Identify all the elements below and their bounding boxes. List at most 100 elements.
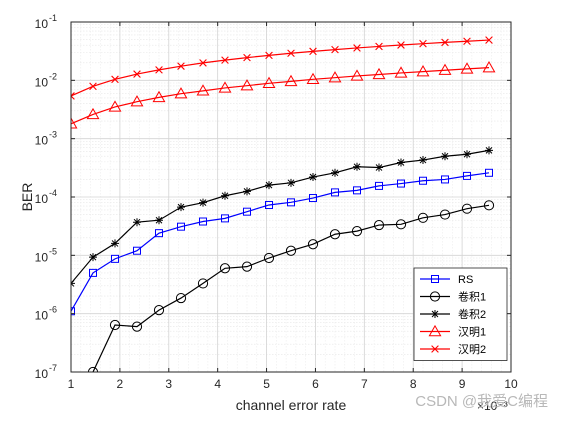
data-point (485, 146, 493, 155)
data-point (441, 175, 449, 184)
data-point (89, 268, 97, 277)
x-tick-label: 6 (312, 377, 319, 391)
data-point (373, 219, 385, 231)
y-tick-label: 10 -5 (35, 246, 57, 264)
data-point (483, 200, 495, 211)
data-point (262, 76, 276, 88)
y-tick-base: 10 (35, 134, 49, 148)
data-point (375, 163, 383, 172)
x-tick-label: 10 (504, 377, 518, 391)
data-point (66, 403, 75, 412)
data-point (463, 171, 471, 180)
legend-label: 汉明2 (458, 343, 486, 356)
y-tick-exponent: -6 (49, 305, 57, 315)
data-point (263, 252, 275, 264)
series-2 (66, 200, 495, 412)
data-point (309, 194, 317, 203)
x-tick-labels: 1 2 3 4 5 6 7 8 9 10 (68, 377, 518, 391)
data-point (284, 74, 298, 87)
x-tick-label: 9 (459, 377, 466, 391)
x-tick-label: 7 (361, 377, 368, 391)
legend-label: 汉明1 (458, 326, 486, 339)
y-tick-base: 10 (35, 367, 49, 381)
data-point (441, 152, 449, 161)
data-point (71, 307, 75, 316)
data-point (417, 212, 429, 223)
data-point (306, 72, 320, 85)
legend-label: RS (458, 274, 473, 286)
data-point (111, 239, 119, 248)
data-point (152, 90, 166, 103)
x-tick-label: 2 (117, 377, 124, 391)
data-point (419, 176, 427, 185)
data-point (219, 263, 231, 274)
data-point (485, 168, 493, 177)
y-tick-label: 10 -3 (35, 130, 57, 148)
data-point (71, 92, 75, 100)
x-axis-exponent-label: ×10⁻³ (477, 399, 508, 413)
data-point (419, 156, 427, 165)
legend-item: 卷积1 (420, 290, 486, 304)
y-tick-exponent: -1 (49, 13, 57, 23)
y-tick-label: 10 -1 (35, 13, 57, 31)
data-point (375, 181, 383, 190)
data-point (197, 278, 209, 289)
data-point (133, 218, 141, 227)
data-point (196, 84, 210, 96)
data-point (328, 71, 342, 83)
y-tick-label: 10 -4 (35, 188, 57, 206)
y-tick-base: 10 (35, 250, 49, 264)
legend-label: 卷积2 (458, 307, 486, 321)
data-point (243, 187, 251, 196)
data-point (221, 214, 229, 223)
data-point (397, 179, 405, 188)
data-point (438, 63, 452, 75)
data-point (463, 150, 471, 159)
data-point (153, 305, 165, 316)
data-point (243, 207, 251, 216)
data-point (419, 39, 427, 48)
legend-marker (428, 324, 442, 337)
data-point (353, 162, 361, 171)
data-point (331, 188, 339, 197)
data-point (309, 47, 317, 56)
legend-marker (429, 291, 441, 302)
data-point (353, 44, 361, 52)
data-point (463, 37, 471, 46)
legend-marker (431, 345, 439, 353)
series-3 (71, 146, 493, 288)
legend-marker (431, 310, 439, 318)
data-point (131, 321, 143, 332)
data-point (177, 203, 185, 212)
tick-marks (70, 21, 512, 373)
x-tick-label: 5 (263, 377, 270, 391)
legend-label: 卷积1 (458, 290, 486, 304)
data-point (439, 209, 451, 220)
data-point (394, 66, 408, 78)
x-tick-label: 3 (165, 377, 172, 391)
data-point (307, 239, 319, 250)
y-tick-exponent: -5 (49, 246, 57, 256)
data-point (482, 61, 496, 73)
data-point (329, 229, 341, 240)
y-tick-base: 10 (35, 309, 49, 323)
x-tick-label: 4 (214, 377, 221, 391)
data-point (177, 222, 185, 231)
y-tick-exponent: -2 (49, 71, 57, 81)
data-point (353, 186, 361, 195)
data-point (372, 67, 386, 80)
data-point (155, 216, 163, 225)
y-tick-labels: 10-710-610-510-410-310-210-1 (35, 13, 57, 381)
y-tick-exponent: -4 (49, 188, 57, 198)
data-point (331, 45, 339, 54)
data-point (287, 178, 295, 187)
data-point (155, 66, 163, 74)
data-point (397, 158, 405, 167)
data-point (265, 181, 273, 190)
data-point (350, 69, 364, 81)
data-point (221, 191, 229, 200)
data-point (416, 65, 430, 77)
data-point (285, 245, 297, 256)
